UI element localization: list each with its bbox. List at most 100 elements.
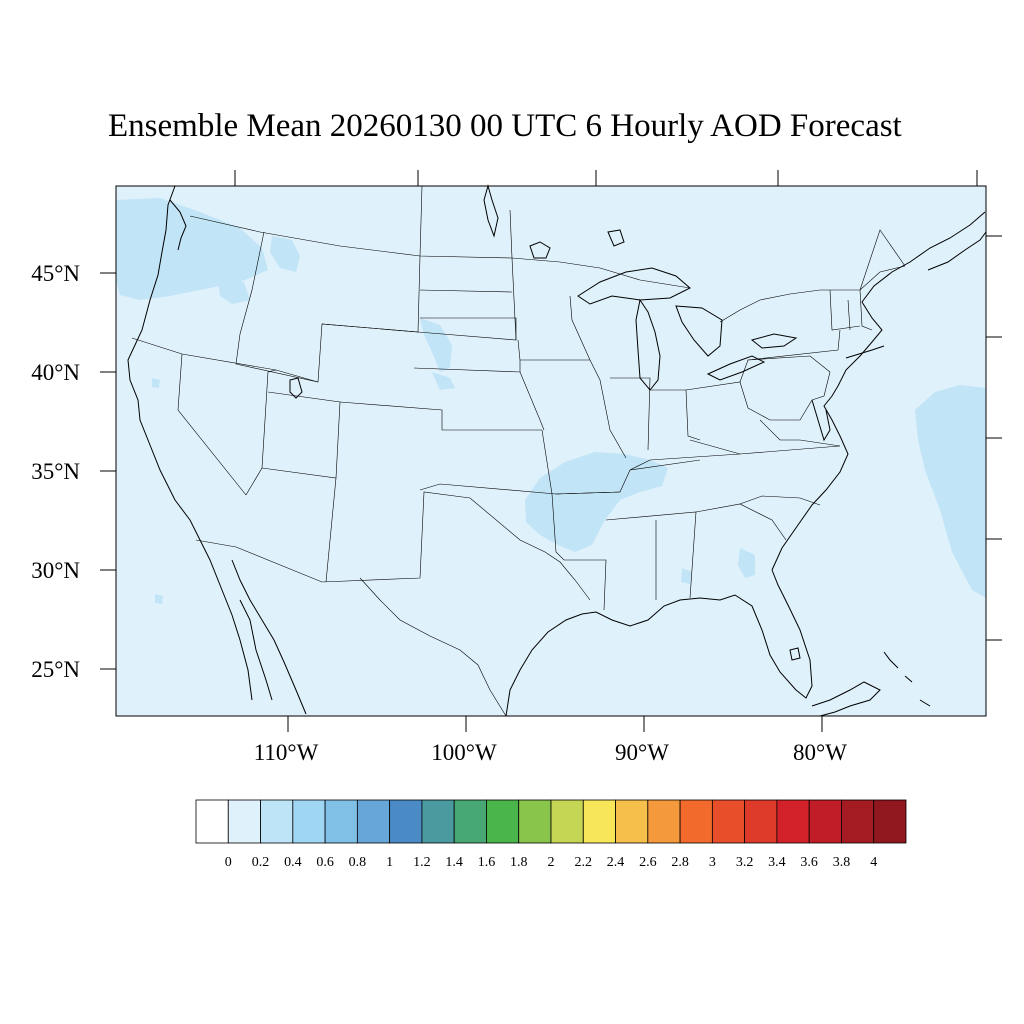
lake-nipigon (607, 229, 625, 247)
colorbar-swatch (324, 799, 358, 844)
colorbar-tick-label: 3 (709, 855, 716, 870)
map-title: Ensemble Mean 20260130 00 UTC 6 Hourly A… (108, 108, 902, 144)
colorbar-tick-label: 3.8 (833, 855, 851, 870)
plume-gulf-coast (681, 568, 692, 584)
colorbar-swatch (389, 799, 423, 844)
latitude-labels: 45°N 40°N 35°N 30°N 25°N (31, 261, 80, 682)
colorbar-swatch (873, 799, 907, 844)
west-coast (127, 185, 253, 701)
colorbar-swatch (486, 799, 520, 844)
colorbar-swatch (421, 799, 455, 844)
colorbar-tick-label: 0.6 (316, 855, 334, 870)
lat-label: 45°N (31, 261, 80, 286)
colorbar-swatch (582, 799, 616, 844)
bahamas (883, 651, 931, 707)
colorbar-swatch (195, 799, 229, 844)
lake-of-the-woods (529, 241, 551, 259)
rio-grande (359, 577, 507, 717)
us-mexico-border (195, 491, 591, 601)
map-panel (100, 170, 1002, 732)
colorbar-tick-label: 2.6 (639, 855, 657, 870)
plume-dakotas (420, 318, 452, 372)
colorbar-tick-label: 2.4 (607, 855, 625, 870)
colorbar-swatch (453, 799, 487, 844)
long-island (845, 345, 885, 359)
colorbar-swatch (292, 799, 326, 844)
aod-colorbar-labels: 0 0.2 0.4 0.6 0.8 1 1.2 1.4 1.6 1.8 2 2.2 2.4 2.6 2.8 3… (225, 855, 877, 870)
atlantic-coast (771, 211, 986, 571)
lake-michigan (635, 298, 661, 391)
aod-plumes (116, 198, 986, 604)
lake-okeechobee (789, 647, 801, 661)
coastlines (127, 185, 987, 717)
colorbar-swatch (356, 799, 391, 844)
colorbar-tick-label: 1.2 (413, 855, 431, 870)
lon-label: 80°W (793, 740, 847, 765)
plume-idaho (218, 280, 250, 304)
colorbar-tick-label: 1.4 (445, 855, 463, 870)
lat-label: 30°N (31, 558, 80, 583)
colorbar-swatch (841, 799, 875, 844)
colorbar-tick-label: 0.8 (349, 855, 367, 870)
plume-montana (270, 236, 300, 272)
colorbar-swatch (550, 799, 584, 844)
left-ticks (100, 272, 116, 670)
canada-provinces (419, 185, 906, 291)
colorbar-tick-label: 0.4 (284, 855, 302, 870)
lat-label: 35°N (31, 459, 80, 484)
aod-colorbar (195, 799, 907, 844)
colorbar-swatch (260, 799, 294, 844)
colorbar-tick-label: 0 (225, 855, 232, 870)
colorbar-tick-label: 1 (386, 855, 393, 870)
bottom-ticks (287, 716, 823, 732)
lake-huron (675, 305, 723, 357)
colorbar-swatch (679, 799, 713, 844)
colorbar-swatch (518, 799, 552, 844)
colorbar-tick-label: 3.4 (768, 855, 786, 870)
mexico-west-coast (239, 599, 273, 701)
lake-erie (706, 355, 766, 381)
longitude-labels: 110°W 100°W 90°W 80°W (254, 740, 848, 765)
colorbar-tick-label: 3.2 (736, 855, 754, 870)
colorbar-tick-label: 1.6 (478, 855, 496, 870)
lake-ontario (750, 333, 798, 349)
colorbar-swatch (808, 799, 842, 844)
lake-winnipeg (483, 184, 499, 238)
plume-sw-coast (155, 594, 163, 604)
nova-scotia (927, 231, 987, 271)
plume-southern-plains (525, 452, 668, 552)
puget-sound (169, 199, 187, 251)
plume-nebraska (432, 372, 455, 390)
map-background (116, 186, 986, 716)
plume-california (152, 378, 160, 388)
baja-gulf (231, 559, 307, 715)
colorbar-tick-label: 1.8 (510, 855, 528, 870)
chesapeake (811, 399, 831, 442)
top-ticks (234, 170, 978, 186)
political-borders (131, 185, 906, 717)
colorbar-swatch (711, 799, 746, 844)
colorbar-tick-label: 2.2 (575, 855, 593, 870)
colorbar-swatch (227, 799, 261, 844)
colorbar-tick-label: 2.8 (671, 855, 689, 870)
right-ticks (986, 235, 1002, 641)
colorbar-swatch (647, 799, 681, 844)
colorbar-tick-label: 2 (548, 855, 555, 870)
colorbar-tick-label: 0.2 (252, 855, 270, 870)
lon-label: 110°W (254, 740, 319, 765)
cuba (811, 681, 881, 717)
great-salt-lake (289, 377, 303, 399)
colorbar-tick-label: 3.6 (800, 855, 818, 870)
plume-georgia (738, 548, 755, 578)
colorbar-tick-label: 4 (870, 855, 877, 870)
map-frame (115, 185, 987, 717)
gulf-coast (505, 569, 813, 717)
lon-label: 100°W (431, 740, 497, 765)
lat-label: 40°N (31, 360, 80, 385)
colorbar-swatch (776, 799, 810, 844)
colorbar-swatch (744, 799, 778, 844)
plume-atlantic (915, 385, 986, 598)
lat-label: 25°N (31, 657, 80, 682)
colorbar-swatch (615, 799, 649, 844)
